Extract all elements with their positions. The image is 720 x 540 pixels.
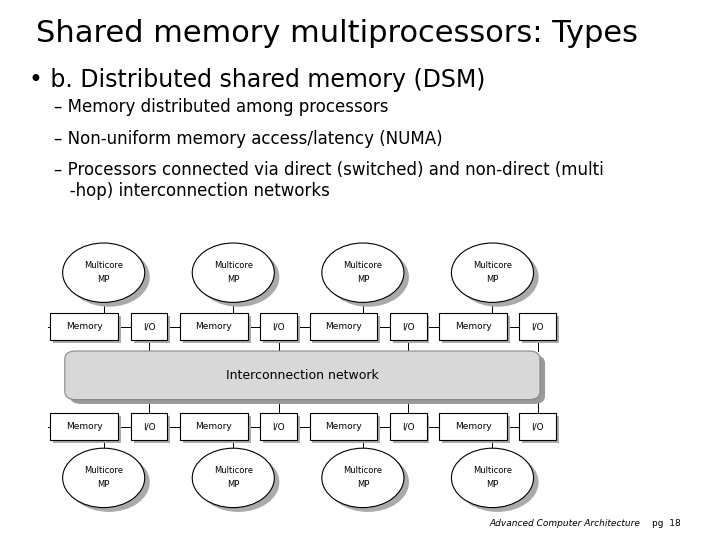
Text: MP: MP [356, 481, 369, 489]
Text: Memory: Memory [325, 422, 362, 431]
FancyBboxPatch shape [53, 416, 121, 443]
Text: – Processors connected via direct (switched) and non-direct (multi
   -hop) inte: – Processors connected via direct (switc… [54, 161, 604, 200]
Text: pg  18: pg 18 [652, 519, 680, 528]
Text: I/O: I/O [272, 422, 285, 431]
Ellipse shape [197, 453, 279, 512]
Text: MP: MP [486, 481, 499, 489]
Text: MP: MP [486, 275, 499, 284]
FancyBboxPatch shape [131, 313, 167, 340]
FancyBboxPatch shape [261, 313, 297, 340]
Text: I/O: I/O [143, 322, 156, 331]
Text: Advanced Computer Architecture: Advanced Computer Architecture [490, 519, 641, 528]
FancyBboxPatch shape [134, 316, 171, 342]
FancyBboxPatch shape [183, 316, 251, 342]
FancyBboxPatch shape [312, 316, 380, 342]
FancyBboxPatch shape [261, 414, 297, 440]
Ellipse shape [322, 448, 404, 508]
FancyBboxPatch shape [264, 316, 300, 342]
FancyBboxPatch shape [523, 316, 559, 342]
Text: Multicore: Multicore [84, 467, 123, 475]
FancyBboxPatch shape [70, 355, 545, 404]
Text: Multicore: Multicore [343, 467, 382, 475]
Text: Memory: Memory [66, 422, 103, 431]
Text: Memory: Memory [195, 422, 233, 431]
Text: Memory: Memory [66, 322, 103, 331]
Text: MP: MP [227, 481, 240, 489]
Ellipse shape [63, 243, 145, 302]
Text: Memory: Memory [454, 322, 492, 331]
Text: MP: MP [356, 275, 369, 284]
Text: – Memory distributed among processors: – Memory distributed among processors [54, 98, 389, 116]
Text: I/O: I/O [272, 322, 285, 331]
FancyBboxPatch shape [442, 316, 510, 342]
FancyBboxPatch shape [442, 416, 510, 443]
Text: Multicore: Multicore [84, 261, 123, 270]
Text: Multicore: Multicore [473, 467, 512, 475]
FancyBboxPatch shape [393, 316, 430, 342]
Text: – Non-uniform memory access/latency (NUMA): – Non-uniform memory access/latency (NUM… [54, 130, 443, 147]
FancyBboxPatch shape [134, 416, 171, 443]
FancyBboxPatch shape [520, 414, 557, 440]
Text: Memory: Memory [195, 322, 233, 331]
FancyBboxPatch shape [310, 414, 377, 440]
Text: Memory: Memory [325, 322, 362, 331]
Text: I/O: I/O [402, 422, 415, 431]
FancyBboxPatch shape [50, 414, 118, 440]
FancyBboxPatch shape [390, 313, 427, 340]
Ellipse shape [327, 453, 409, 512]
FancyBboxPatch shape [180, 414, 248, 440]
Ellipse shape [63, 448, 145, 508]
Text: • b. Distributed shared memory (DSM): • b. Distributed shared memory (DSM) [29, 68, 485, 91]
Text: I/O: I/O [402, 322, 415, 331]
FancyBboxPatch shape [312, 416, 380, 443]
FancyBboxPatch shape [264, 416, 300, 443]
FancyBboxPatch shape [53, 316, 121, 342]
FancyBboxPatch shape [180, 313, 248, 340]
FancyBboxPatch shape [523, 416, 559, 443]
Ellipse shape [192, 243, 274, 302]
FancyBboxPatch shape [183, 416, 251, 443]
Ellipse shape [322, 243, 404, 302]
FancyBboxPatch shape [520, 313, 557, 340]
Ellipse shape [192, 448, 274, 508]
Text: MP: MP [227, 275, 240, 284]
FancyBboxPatch shape [65, 351, 540, 400]
Text: I/O: I/O [531, 322, 544, 331]
Text: I/O: I/O [531, 422, 544, 431]
Text: Multicore: Multicore [343, 261, 382, 270]
Ellipse shape [456, 247, 539, 307]
Ellipse shape [327, 247, 409, 307]
Text: Multicore: Multicore [214, 467, 253, 475]
FancyBboxPatch shape [439, 414, 507, 440]
Text: Shared memory multiprocessors: Types: Shared memory multiprocessors: Types [36, 19, 638, 48]
Text: MP: MP [97, 481, 110, 489]
Ellipse shape [68, 247, 150, 307]
Text: Memory: Memory [454, 422, 492, 431]
FancyBboxPatch shape [439, 313, 507, 340]
Ellipse shape [451, 243, 534, 302]
FancyBboxPatch shape [390, 414, 427, 440]
Text: Multicore: Multicore [214, 261, 253, 270]
Ellipse shape [451, 448, 534, 508]
FancyBboxPatch shape [393, 416, 430, 443]
FancyBboxPatch shape [131, 414, 167, 440]
FancyBboxPatch shape [50, 313, 118, 340]
Text: Multicore: Multicore [473, 261, 512, 270]
Text: MP: MP [97, 275, 110, 284]
Ellipse shape [456, 453, 539, 512]
Text: I/O: I/O [143, 422, 156, 431]
FancyBboxPatch shape [310, 313, 377, 340]
Text: Interconnection network: Interconnection network [226, 369, 379, 382]
Ellipse shape [197, 247, 279, 307]
Ellipse shape [68, 453, 150, 512]
